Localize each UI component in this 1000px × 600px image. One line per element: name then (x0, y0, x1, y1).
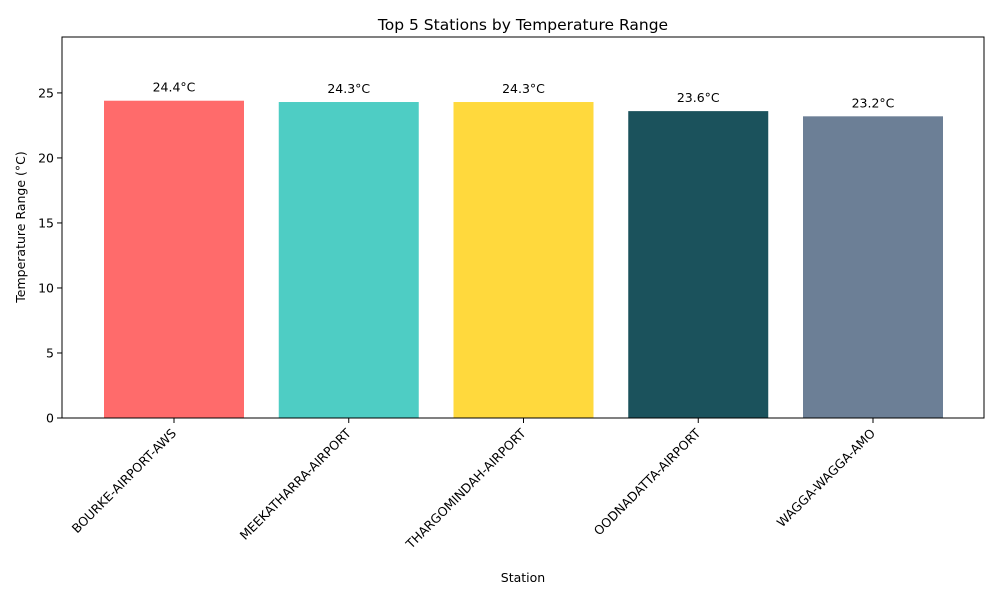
data-label-0: 24.4°C (153, 80, 196, 95)
y-tick-label-0: 0 (46, 411, 54, 426)
x-tick-label-0: BOURKE-AIRPORT-AWS (69, 425, 180, 536)
data-labels-group: 24.4°C 24.3°C 24.3°C 23.6°C 23.2°C (153, 80, 895, 111)
x-tick-label-1: MEEKATHARRA-AIRPORT (237, 425, 355, 543)
y-tick-label-5: 25 (38, 85, 54, 100)
data-label-3: 23.6°C (677, 90, 720, 105)
y-tick-label-2: 10 (38, 280, 54, 295)
chart-title: Top 5 Stations by Temperature Range (377, 16, 668, 34)
x-axis-label: Station (501, 570, 545, 585)
data-label-2: 24.3°C (502, 81, 545, 96)
data-label-4: 23.2°C (852, 95, 895, 110)
x-tick-label-4: WAGGA-WAGGA-AMO (774, 425, 879, 530)
y-tick-label-4: 20 (38, 150, 54, 165)
bar-1 (278, 102, 419, 419)
bars-group (104, 100, 943, 419)
y-tick-label-1: 5 (46, 345, 54, 360)
y-axis-label: Temperature Range (°C) (13, 151, 28, 303)
bar-4 (803, 116, 943, 419)
x-tick-label-3: OODNADATTA-AIRPORT (591, 425, 704, 538)
bar-3 (628, 111, 769, 419)
y-tick-label-3: 15 (38, 215, 54, 230)
x-axis: BOURKE-AIRPORT-AWS MEEKATHARRA-AIRPORT THA… (69, 418, 879, 552)
bar-2 (453, 102, 594, 419)
bar-0 (104, 100, 244, 418)
data-label-1: 24.3°C (327, 81, 370, 96)
y-axis: 0 5 10 15 20 25 (38, 85, 62, 426)
x-tick-label-2: THARGOMINDAH-AIRPORT (402, 425, 529, 552)
